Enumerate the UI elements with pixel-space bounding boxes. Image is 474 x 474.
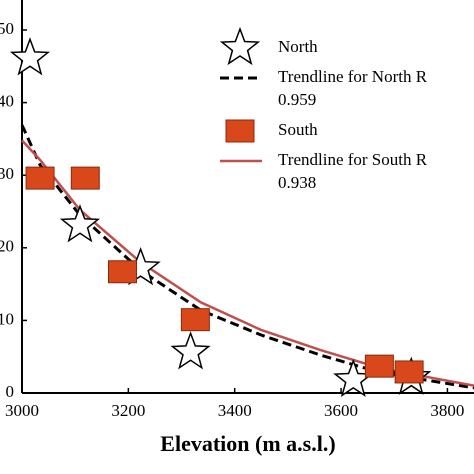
point: [180, 308, 210, 332]
legend-label: Trendline for North R: [278, 67, 428, 86]
point: [59, 204, 101, 243]
legend-r2: 0.959: [278, 90, 316, 109]
x-axis-label: Elevation (m a.s.l.): [160, 431, 335, 456]
y-tick-label: 10: [0, 309, 14, 328]
legend-label: South: [278, 120, 318, 139]
x-tick-label: 3000: [5, 401, 39, 420]
y-tick-label: 40: [0, 92, 14, 111]
x-tick-label: 3400: [218, 401, 252, 420]
legend-symbol: [219, 26, 261, 66]
point: [70, 166, 100, 190]
point: [170, 331, 211, 370]
point: [364, 354, 394, 378]
point: [394, 360, 424, 384]
legend-r2: 0.938: [278, 173, 316, 192]
y-tick-label: 50: [0, 19, 14, 38]
point: [108, 260, 138, 284]
point: [9, 37, 51, 76]
y-tick-label: 20: [0, 237, 14, 256]
legend-label: Trendline for South R: [278, 150, 428, 169]
x-tick-label: 3200: [111, 401, 145, 420]
x-tick-label: 3800: [430, 401, 464, 420]
legend-symbol: [225, 119, 255, 143]
y-tick-label: 0: [6, 382, 15, 401]
y-tick-label: 30: [0, 164, 14, 183]
x-tick-label: 3600: [324, 401, 358, 420]
legend-label: North: [278, 37, 318, 56]
point: [25, 166, 55, 190]
